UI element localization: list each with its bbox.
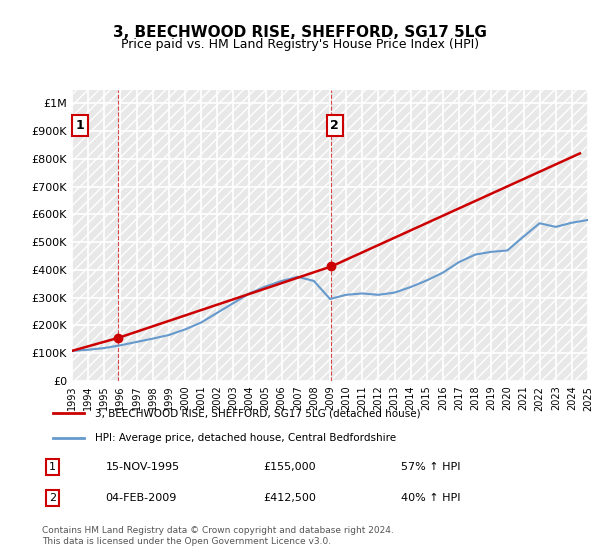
Text: £412,500: £412,500 [264,493,317,503]
Text: 15-NOV-1995: 15-NOV-1995 [106,462,179,472]
Text: 40% ↑ HPI: 40% ↑ HPI [401,493,461,503]
Text: 2: 2 [331,119,339,132]
Text: 1: 1 [76,119,85,132]
Text: 04-FEB-2009: 04-FEB-2009 [106,493,177,503]
Text: HPI: Average price, detached house, Central Bedfordshire: HPI: Average price, detached house, Cent… [95,433,396,443]
Text: 3, BEECHWOOD RISE, SHEFFORD, SG17 5LG: 3, BEECHWOOD RISE, SHEFFORD, SG17 5LG [113,25,487,40]
Text: Price paid vs. HM Land Registry's House Price Index (HPI): Price paid vs. HM Land Registry's House … [121,38,479,51]
Text: 57% ↑ HPI: 57% ↑ HPI [401,462,461,472]
Text: 2: 2 [49,493,56,503]
Text: £155,000: £155,000 [264,462,316,472]
Text: Contains HM Land Registry data © Crown copyright and database right 2024.
This d: Contains HM Land Registry data © Crown c… [42,526,394,546]
Text: 3, BEECHWOOD RISE, SHEFFORD, SG17 5LG (detached house): 3, BEECHWOOD RISE, SHEFFORD, SG17 5LG (d… [95,408,421,418]
Text: 1: 1 [49,462,56,472]
